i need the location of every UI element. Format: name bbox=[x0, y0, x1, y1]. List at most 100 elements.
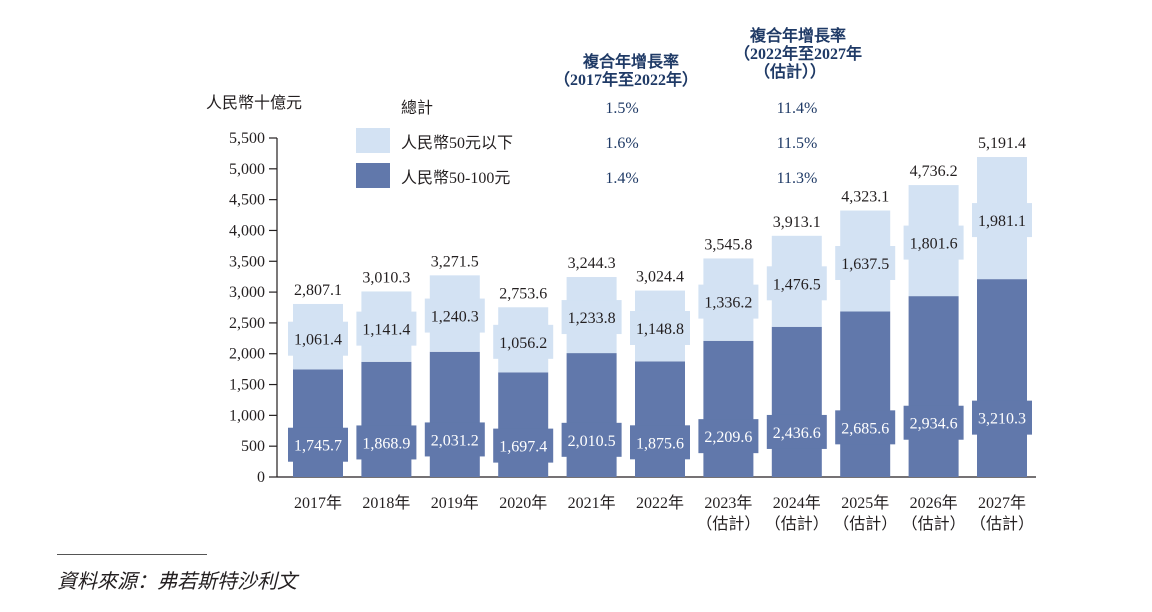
y-tick-label: 2,000 bbox=[229, 346, 265, 363]
legend-swatch-under-50 bbox=[356, 128, 390, 153]
label-bg bbox=[561, 300, 622, 335]
value-label-50-100: 2,010.5 bbox=[568, 433, 616, 450]
total-label: 3,024.4 bbox=[636, 269, 684, 286]
value-label-50-100: 2,934.6 bbox=[910, 416, 958, 433]
label-bg bbox=[424, 298, 485, 333]
legend-swatch-50-100 bbox=[356, 163, 390, 188]
label-bg bbox=[698, 419, 759, 454]
value-label-50-100: 2,436.6 bbox=[773, 425, 821, 442]
label-bg bbox=[630, 425, 690, 460]
bar-segment-50-100 bbox=[429, 351, 480, 477]
cagr-2-50-100: 11.3% bbox=[777, 170, 818, 187]
label-bg bbox=[288, 427, 348, 462]
label-bg bbox=[903, 405, 964, 440]
bar-segment-50-100 bbox=[703, 340, 754, 477]
source-note: 資料來源：弗若斯特沙利文 bbox=[57, 571, 297, 593]
y-tick-label: 1,000 bbox=[229, 407, 265, 424]
cagr-2-title-line-2: （2022年至2027年 bbox=[734, 44, 862, 63]
label-bg bbox=[835, 246, 896, 281]
y-tick-label: 2,500 bbox=[229, 315, 265, 332]
total-label: 4,736.2 bbox=[910, 163, 958, 180]
y-axis: 0 500 1,000 1,500 2,000 2,500 3,000 3,500 4,000 4… bbox=[229, 130, 1036, 486]
cagr-1-total: 1.5% bbox=[605, 100, 638, 117]
total-label: 2,753.6 bbox=[499, 285, 547, 302]
cagr-1-title-line-1: 複合年增長率 bbox=[582, 52, 679, 71]
label-bg bbox=[356, 311, 417, 346]
legend: 總計 人民幣50元以下 人民幣50-100元 bbox=[356, 99, 513, 188]
value-label-under-50: 1,637.5 bbox=[841, 256, 889, 273]
bar-segment-50-100 bbox=[771, 326, 822, 477]
y-tick-label: 1,500 bbox=[229, 377, 265, 394]
source-divider bbox=[57, 554, 207, 555]
total-label: 3,271.5 bbox=[431, 253, 479, 270]
x-tick-note: （估計） bbox=[970, 515, 1034, 533]
value-label-50-100: 2,031.2 bbox=[431, 432, 479, 449]
bar-segment-50-100 bbox=[977, 279, 1027, 477]
y-tick-label: 3,000 bbox=[229, 284, 265, 301]
label-bg bbox=[424, 422, 485, 457]
label-bg bbox=[766, 266, 827, 301]
value-label-under-50: 1,233.8 bbox=[568, 310, 616, 327]
x-tick-label: 2022年 bbox=[636, 494, 684, 512]
x-tick-label: 2025年 bbox=[841, 494, 889, 512]
label-bg bbox=[835, 410, 896, 445]
value-label-50-100: 1,697.4 bbox=[499, 439, 547, 456]
cagr-1-50-100: 1.4% bbox=[605, 170, 638, 187]
x-tick-label: 2026年 bbox=[910, 494, 958, 512]
y-tick-label: 5,000 bbox=[229, 161, 265, 178]
label-bg bbox=[698, 284, 759, 319]
x-tick-label: 2021年 bbox=[568, 494, 616, 512]
total-label: 2,807.1 bbox=[294, 282, 342, 299]
y-tick-label: 0 bbox=[257, 469, 265, 486]
legend-label-under-50: 人民幣50元以下 bbox=[401, 134, 513, 152]
value-label-50-100: 1,868.9 bbox=[362, 435, 410, 452]
label-bg bbox=[493, 324, 554, 359]
cagr-2-title-line-1: 複合年增長率 bbox=[749, 26, 846, 45]
legend-total-label: 總計 bbox=[401, 99, 433, 117]
cagr-1-title-line-2: （2017年至2022年） bbox=[554, 70, 698, 89]
x-axis-labels: 2017年 2018年 2019年 2020年 2021年 2022年 2023年 （估計） 2… bbox=[294, 494, 1034, 533]
value-label-50-100: 2,209.6 bbox=[704, 429, 752, 446]
x-tick-note: （估計） bbox=[902, 515, 966, 533]
x-tick-label: 2019年 bbox=[431, 494, 479, 512]
cagr-table: 複合年增長率 （2017年至2022年） 1.5% 1.6% 1.4% 複合年增… bbox=[554, 26, 862, 187]
y-tick-label: 3,500 bbox=[229, 253, 265, 270]
bar-segment-50-100 bbox=[840, 311, 891, 477]
total-label: 3,244.3 bbox=[568, 255, 616, 272]
value-labels: 1,745.7 1,061.4 2,807.1 1,868.9 1,141.4 3,010… bbox=[288, 135, 1032, 463]
y-tick-label: 4,500 bbox=[229, 192, 265, 209]
total-label: 3,913.1 bbox=[773, 214, 821, 231]
value-label-50-100: 2,685.6 bbox=[841, 420, 889, 437]
total-label: 3,545.8 bbox=[704, 236, 752, 253]
x-tick-note: （估計） bbox=[765, 515, 829, 533]
bar-segment-50-100 bbox=[908, 296, 959, 477]
total-label: 5,191.4 bbox=[978, 135, 1026, 152]
y-tick-label: 5,500 bbox=[229, 130, 265, 147]
bar-segment-50-100 bbox=[361, 361, 412, 477]
label-bg bbox=[288, 321, 348, 356]
value-label-50-100: 3,210.3 bbox=[978, 411, 1026, 428]
value-label-under-50: 1,476.5 bbox=[773, 276, 821, 293]
cagr-2-total: 11.4% bbox=[777, 100, 818, 117]
label-bg bbox=[630, 310, 690, 345]
x-tick-label: 2023年 bbox=[704, 494, 752, 512]
value-label-under-50: 1,981.1 bbox=[978, 213, 1026, 230]
total-label: 3,010.3 bbox=[362, 269, 410, 286]
value-label-under-50: 1,056.2 bbox=[499, 335, 547, 352]
label-bg bbox=[766, 414, 827, 449]
x-tick-label: 2018年 bbox=[362, 494, 410, 512]
y-tick-label: 4,000 bbox=[229, 222, 265, 239]
bar-segment-50-100 bbox=[566, 353, 617, 477]
value-label-under-50: 1,061.4 bbox=[294, 332, 342, 349]
cagr-1-under-50: 1.6% bbox=[605, 135, 638, 152]
x-tick-label: 2020年 bbox=[499, 494, 547, 512]
value-label-under-50: 1,336.2 bbox=[704, 295, 752, 312]
label-bg bbox=[356, 425, 417, 460]
cagr-2-title-line-3: （估計）） bbox=[754, 62, 826, 81]
value-label-under-50: 1,148.8 bbox=[636, 321, 684, 338]
label-bg bbox=[972, 203, 1032, 238]
y-axis-unit-label: 人民幣十億元 bbox=[206, 94, 302, 112]
cagr-2-under-50: 11.5% bbox=[777, 135, 818, 152]
value-label-50-100: 1,745.7 bbox=[294, 438, 342, 455]
x-tick-note: （估計） bbox=[696, 515, 760, 533]
